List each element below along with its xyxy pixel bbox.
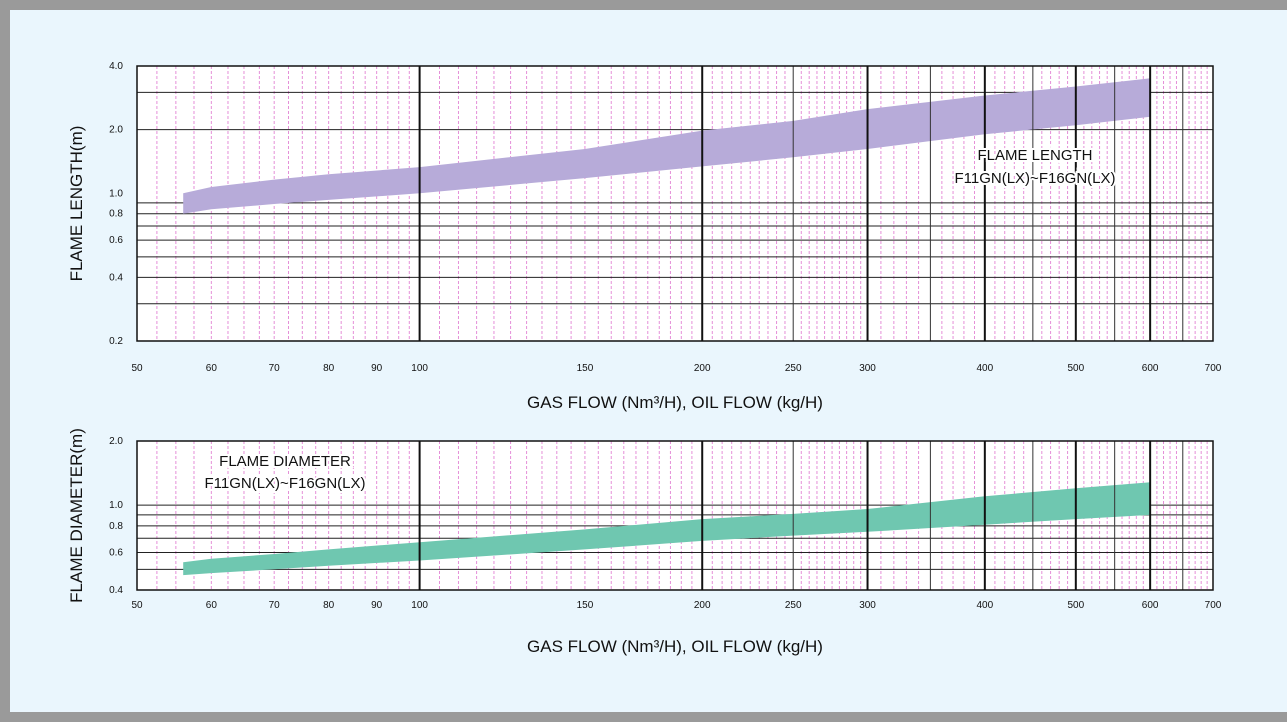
- range-band: [183, 482, 1151, 576]
- x-tick-label: 100: [411, 363, 428, 374]
- x-tick-label: 300: [859, 600, 876, 611]
- y-tick-label: 0.6: [109, 235, 123, 246]
- x-tick-label: 90: [371, 363, 383, 374]
- y-tick-label: 0.4: [109, 585, 123, 596]
- x-tick-label: 250: [785, 363, 802, 374]
- x-tick-label: 60: [206, 600, 218, 611]
- x-axis-label: GAS FLOW (Nm³/H), OIL FLOW (kg/H): [527, 637, 823, 656]
- y-tick-label: 4.0: [109, 61, 123, 72]
- x-tick-label: 400: [976, 363, 993, 374]
- flame-diameter-chart: 0.4 0.6 0.8 1.0 2.0 50 60 70 80 90 100 150 200 250 300…: [67, 428, 1222, 656]
- plot-frame: [136, 65, 1214, 342]
- series-annotation: FLAME LENGTH: [977, 147, 1092, 164]
- y-tick-label: 0.6: [109, 547, 123, 558]
- x-tick-label: 400: [976, 600, 993, 611]
- x-tick-label: 150: [577, 363, 594, 374]
- x-tick-label: 300: [859, 363, 876, 374]
- x-axis-label: GAS FLOW (Nm³/H), OIL FLOW (kg/H): [527, 393, 823, 412]
- y-axis-label: FLAME DIAMETER(m): [67, 428, 86, 603]
- x-tick-label: 80: [323, 600, 335, 611]
- x-tick-label: 500: [1067, 600, 1084, 611]
- range-band: [183, 78, 1151, 214]
- x-tick-label: 600: [1142, 600, 1159, 611]
- x-tick-label: 250: [785, 600, 802, 611]
- x-tick-label: 90: [371, 600, 383, 611]
- x-tick-label: 200: [694, 600, 711, 611]
- x-tick-label: 100: [411, 600, 428, 611]
- y-tick-label: 0.4: [109, 272, 123, 283]
- y-tick-label: 2.0: [109, 125, 123, 136]
- y-axis-label: FLAME LENGTH(m): [67, 126, 86, 282]
- x-tick-label: 700: [1205, 363, 1222, 374]
- y-tick-label: 0.8: [109, 209, 123, 220]
- y-tick-label: 1.0: [109, 188, 123, 199]
- x-tick-label: 50: [131, 600, 143, 611]
- y-tick-label: 1.0: [109, 500, 123, 511]
- x-tick-label: 600: [1142, 363, 1159, 374]
- series-annotation: FLAME DIAMETER: [219, 453, 351, 470]
- x-tick-label: 200: [694, 363, 711, 374]
- x-tick-label: 80: [323, 363, 335, 374]
- series-annotation: F11GN(LX)~F16GN(LX): [204, 475, 365, 492]
- x-tick-label: 700: [1205, 600, 1222, 611]
- x-tick-label: 150: [577, 600, 594, 611]
- y-tick-label: 2.0: [109, 436, 123, 447]
- x-tick-label: 70: [269, 600, 281, 611]
- y-tick-label: 0.2: [109, 336, 123, 347]
- x-tick-label: 70: [269, 363, 281, 374]
- x-tick-label: 60: [206, 363, 218, 374]
- flame-length-chart: 0.2 0.4 0.6 0.8 1.0 2.0 4.0 50 60 70 80 90 100 150 200…: [67, 61, 1222, 412]
- y-tick-label: 0.8: [109, 521, 123, 532]
- x-tick-label: 50: [131, 363, 143, 374]
- x-tick-label: 500: [1067, 363, 1084, 374]
- series-annotation: F11GN(LX)~F16GN(LX): [954, 170, 1115, 187]
- plot-frame: [136, 440, 1214, 591]
